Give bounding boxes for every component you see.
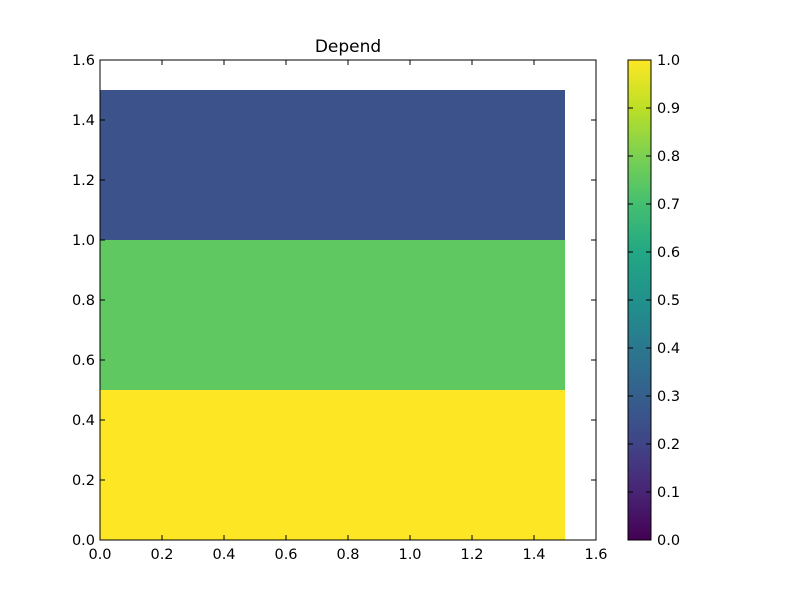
heatmap-cell-0 [100,390,565,540]
y-tick-label: 0.4 [72,413,95,429]
x-tick-label: 0.2 [150,547,173,563]
x-tick-label: 0.0 [88,547,111,563]
colorbar-tick-label: 0.2 [657,437,680,453]
colorbar-tick-label: 0.6 [657,245,680,261]
chart-title: Depend [315,37,381,57]
colorbar-tick-label: 0.7 [657,197,680,213]
colorbar-tick-label: 0.3 [657,389,680,405]
y-tick-label: 0.2 [72,473,95,489]
colorbar-tick-label: 0.1 [657,485,680,501]
x-tick-label: 0.4 [212,547,235,563]
y-tick-label: 0.8 [72,293,95,309]
y-tick-label: 1.0 [72,233,95,249]
x-tick-label: 1.2 [460,547,483,563]
x-tick-label: 1.4 [522,547,545,563]
colorbar-tick-label: 0.0 [657,533,680,549]
x-tick-label: 0.8 [336,547,359,563]
x-tick-label: 1.6 [584,547,607,563]
colorbar-tick-label: 0.8 [657,149,680,165]
axes: 0.0 0.2 0.4 0.6 0.8 1.0 1.2 1.4 1.6 0.0 0.2 0.4 0.6 0… [72,53,608,563]
y-tick-label: 1.2 [72,173,95,189]
colorbar-tick-label: 0.5 [657,293,680,309]
y-tick-label: 1.4 [72,113,95,129]
y-tick-label: 1.6 [72,53,95,69]
colorbar-tick-label: 1.0 [657,53,680,69]
y-tick-label: 0.6 [72,353,95,369]
y-tick-label: 0.0 [72,533,95,549]
x-tick-label: 1.0 [398,547,421,563]
heatmap-cell-2 [100,90,565,240]
colorbar-tick-label: 0.9 [657,101,680,117]
x-tick-label: 0.6 [274,547,297,563]
heatmap-cell-1 [100,240,565,390]
colorbar-tick-label: 0.4 [657,341,680,357]
heatmap-cells [100,90,565,540]
colorbar: 0.0 0.1 0.2 0.3 0.4 0.5 0.6 0.7 0.8 0.9 1.0 [627,53,680,549]
